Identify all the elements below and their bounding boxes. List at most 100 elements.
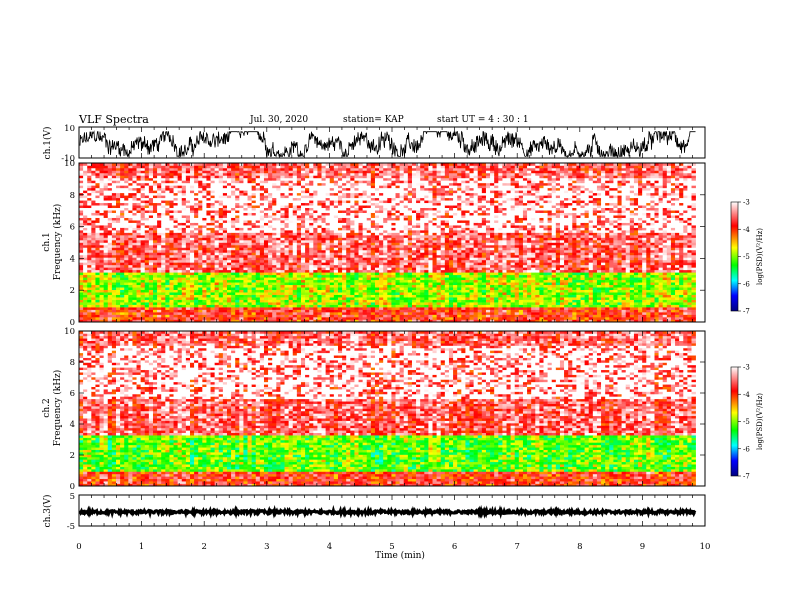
spectrogram-cell (144, 292, 150, 295)
spectrogram-cell (346, 249, 351, 253)
spectrogram-cell (251, 249, 257, 253)
spectrogram-cell (202, 182, 207, 186)
spectrogram-cell (235, 180, 240, 184)
spectrogram-cell (202, 227, 207, 231)
spectrogram-cell (185, 259, 191, 263)
spectrogram-cell (194, 182, 199, 186)
spectrogram-cell (83, 170, 88, 174)
spectrogram-cell (99, 249, 104, 253)
spectrogram-cell (366, 177, 372, 181)
spectrogram-cell (103, 220, 109, 223)
spectrogram-cell (177, 249, 183, 253)
spectrogram-cell (152, 205, 158, 209)
spectrogram-cell (358, 319, 363, 323)
spectrogram-cell (107, 254, 113, 258)
spectrogram-cell (296, 220, 302, 223)
spectrogram-cell (366, 200, 372, 204)
spectrogram-cell (383, 287, 388, 290)
spectrogram-cell (91, 175, 96, 179)
spectrogram-cell (247, 190, 252, 194)
spectrogram-cell (202, 190, 207, 194)
spectrogram-cell (210, 210, 215, 213)
spectrogram-cell (91, 309, 96, 313)
spectrogram-cell (239, 284, 244, 288)
spectrogram-cell (280, 215, 285, 218)
spectrogram-cell (181, 309, 187, 313)
spectrogram-cell (107, 287, 113, 290)
spectrogram-cell (120, 175, 125, 179)
spectrogram-cell (325, 185, 331, 189)
spectrogram-cell (99, 309, 104, 313)
spectrogram-cell (309, 212, 314, 216)
spectrogram-cell (370, 287, 376, 290)
spectrogram-cell (161, 195, 166, 199)
spectrogram-cell (276, 182, 281, 186)
spectrogram-cell (305, 299, 310, 303)
spectrogram-cell (255, 264, 261, 268)
spectrogram-cell (292, 200, 298, 204)
spectrogram-cell (194, 279, 199, 283)
spectrogram-cell (136, 279, 141, 283)
spectrogram-cell (292, 217, 298, 221)
spectrogram-cell (79, 190, 84, 194)
spectrogram-cell (120, 167, 125, 171)
spectrogram-cell (218, 227, 224, 231)
spectrogram-cell (210, 215, 215, 218)
spectrogram-cell (366, 264, 372, 268)
spectrogram-cell (83, 175, 88, 179)
spectrogram-cell (276, 227, 281, 231)
spectrogram-cell (83, 292, 88, 295)
spectrogram-cell (132, 314, 137, 318)
spectrogram-cell (210, 254, 215, 258)
spectrogram-cell (140, 252, 146, 256)
spectrogram-cell (144, 269, 150, 273)
spectrogram-cell (288, 312, 294, 315)
spectrogram-cell (259, 257, 265, 261)
spectrogram-cell (91, 244, 96, 248)
spectrogram-cell (194, 269, 199, 273)
spectrogram-cell (202, 172, 207, 176)
spectrogram-cell (79, 222, 84, 226)
spectrogram-cell (173, 287, 178, 290)
spectrogram-cell (366, 244, 372, 248)
spectrogram-cell (337, 247, 343, 251)
spectrogram-cell (157, 269, 162, 273)
spectrogram-cell (329, 267, 335, 271)
spectrogram-cell (194, 287, 199, 290)
spectrogram-cell (259, 267, 265, 271)
spectrogram-cell (161, 277, 166, 281)
spectrogram-cell (91, 272, 96, 276)
spectrogram-cell (116, 215, 121, 218)
spectrogram-cell (288, 287, 294, 290)
spectrogram-cell (350, 232, 355, 236)
spectrogram-cell (251, 205, 257, 209)
spectrogram-cell (235, 232, 240, 236)
spectrogram-cell (124, 195, 129, 199)
spectrogram-cell (140, 197, 146, 201)
spectrogram-cell (116, 252, 121, 256)
spectrogram-cell (272, 190, 277, 194)
spectrogram-cell (235, 302, 240, 305)
spectrogram-cell (218, 319, 224, 323)
spectrogram-cell (276, 284, 281, 288)
spectrogram-cell (350, 244, 355, 248)
spectrogram-cell (173, 279, 178, 283)
spectrogram-cell (111, 227, 117, 231)
spectrogram-cell (161, 215, 166, 218)
spectrogram-cell (181, 197, 187, 201)
spectrogram-cell (148, 267, 154, 271)
spectrogram-cell (226, 170, 232, 174)
spectrogram-cell (387, 202, 392, 206)
spectrogram-cell (370, 170, 376, 174)
spectrogram-cell (288, 172, 294, 176)
spectrogram-cell (194, 242, 199, 246)
spectrogram-cell (87, 177, 92, 181)
spectrogram-cell (329, 242, 335, 246)
spectrogram-cell (91, 187, 96, 191)
spectrogram-cell (325, 230, 331, 233)
spectrogram-cell (210, 314, 215, 318)
spectrogram-cell (358, 282, 363, 286)
spectrogram-cell (226, 242, 232, 246)
spectrogram-cell (309, 269, 314, 273)
spectrogram-cell (161, 284, 166, 288)
